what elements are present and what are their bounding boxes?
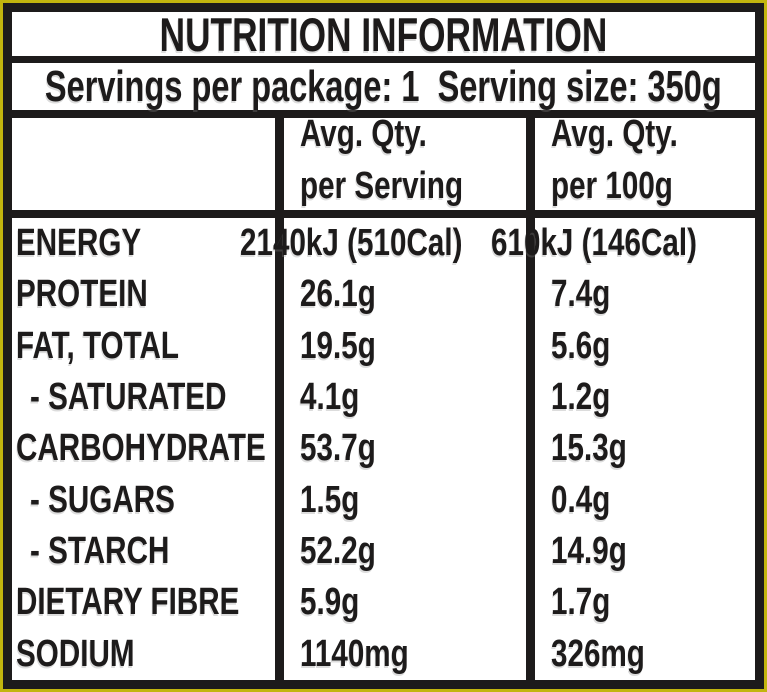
value-per-100g: 7.4g [535, 269, 755, 320]
nutrient-name: - SUGARS [12, 475, 284, 526]
header-per-serving: Avg. Qty. per Serving [284, 113, 535, 210]
nutrient-name-text: - SATURATED [30, 376, 227, 419]
value-per-100g: 5.6g [535, 321, 755, 372]
table-row: - SUGARS 1.5g 0.4g [12, 475, 755, 526]
header-nutrient-column [12, 118, 284, 210]
value-per-serving: 52.2g [284, 526, 535, 577]
value-per-100g-text: 0.4g [551, 478, 611, 521]
nutrient-name: ENERGY [12, 218, 224, 269]
value-per-100g: 326mg [535, 629, 755, 680]
value-per-serving: 2140kJ (510Cal) [224, 218, 475, 269]
value-per-100g: 1.7g [535, 577, 755, 628]
table-row: DIETARY FIBRE 5.9g 1.7g [12, 577, 755, 628]
servings-info-text: Servings per package: 1 Serving size: 35… [45, 61, 722, 111]
value-per-serving: 1.5g [284, 475, 535, 526]
divider [12, 56, 755, 63]
value-per-serving: 26.1g [284, 269, 535, 320]
nutrient-name: CARBOHYDRATE [12, 423, 284, 474]
table-row: PROTEIN 26.1g 7.4g [12, 269, 755, 320]
value-per-serving-text: 4.1g [300, 376, 360, 419]
value-per-serving-text: 5.9g [300, 581, 360, 624]
header-per-100g-line2: per 100g [551, 165, 673, 207]
panel-title-text: NUTRITION INFORMATION [159, 7, 608, 61]
value-per-serving-text: 52.2g [300, 530, 376, 573]
servings-info: Servings per package: 1 Serving size: 35… [12, 61, 755, 111]
table-header: Avg. Qty. per Serving Avg. Qty. per 100g [12, 113, 755, 218]
value-per-100g: 610kJ (146Cal) [475, 218, 755, 269]
nutrition-table: Avg. Qty. per Serving Avg. Qty. per 100g… [12, 113, 755, 680]
header-per-100g-line1: Avg. Qty. [551, 113, 678, 155]
value-per-100g-text: 7.4g [551, 273, 611, 316]
column-divider [526, 118, 535, 680]
value-per-serving-text: 1140mg [300, 632, 409, 675]
value-per-100g-text: 610kJ (146Cal) [490, 222, 697, 265]
nutrient-name-text: FAT, TOTAL [16, 324, 180, 367]
value-per-serving-text: 26.1g [300, 273, 376, 316]
panel-title: NUTRITION INFORMATION [12, 8, 755, 61]
nutrient-name: SODIUM [12, 629, 284, 680]
nutrient-name-text: - STARCH [30, 530, 170, 573]
value-per-serving: 4.1g [284, 372, 535, 423]
value-per-100g-text: 5.6g [551, 324, 611, 367]
value-per-100g-text: 1.7g [551, 581, 611, 624]
value-per-serving: 53.7g [284, 423, 535, 474]
nutrient-name: - STARCH [12, 526, 284, 577]
table-row: SODIUM 1140mg 326mg [12, 629, 755, 680]
value-per-100g: 14.9g [535, 526, 755, 577]
value-per-100g-text: 326mg [551, 632, 645, 675]
nutrient-name: PROTEIN [12, 269, 284, 320]
nutrient-name-text: DIETARY FIBRE [16, 581, 240, 624]
nutrient-name-text: SODIUM [16, 632, 135, 675]
nutrient-name-text: - SUGARS [30, 478, 175, 521]
value-per-100g: 15.3g [535, 423, 755, 474]
value-per-serving-text: 2140kJ (510Cal) [239, 222, 463, 265]
header-per-100g: Avg. Qty. per 100g [535, 113, 755, 210]
nutrient-name-text: ENERGY [16, 222, 142, 265]
value-per-100g-text: 1.2g [551, 376, 611, 419]
table-body: ENERGY 2140kJ (510Cal) 610kJ (146Cal) PROTE… [12, 218, 755, 680]
table-row: FAT, TOTAL 19.5g 5.6g [12, 321, 755, 372]
table-row: CARBOHYDRATE 53.7g 15.3g [12, 423, 755, 474]
nutrient-name: - SATURATED [12, 372, 284, 423]
nutrient-name: DIETARY FIBRE [12, 577, 284, 628]
nutrient-name-text: CARBOHYDRATE [16, 427, 266, 470]
value-per-serving-text: 53.7g [300, 427, 376, 470]
value-per-serving: 5.9g [284, 577, 535, 628]
header-per-serving-line2: per Serving [300, 165, 464, 207]
nutrient-name-text: PROTEIN [16, 273, 148, 316]
table-row: - SATURATED 4.1g 1.2g [12, 372, 755, 423]
value-per-100g-text: 15.3g [551, 427, 627, 470]
table-row: - STARCH 52.2g 14.9g [12, 526, 755, 577]
header-per-serving-line1: Avg. Qty. [300, 113, 427, 155]
value-per-100g-text: 14.9g [551, 530, 627, 573]
nutrition-panel: NUTRITION INFORMATION Servings per packa… [3, 3, 764, 689]
value-per-serving-text: 19.5g [300, 324, 376, 367]
table-row: ENERGY 2140kJ (510Cal) 610kJ (146Cal) [12, 218, 755, 269]
column-divider [275, 118, 284, 680]
divider [12, 110, 755, 118]
value-per-100g: 0.4g [535, 475, 755, 526]
value-per-serving-text: 1.5g [300, 478, 360, 521]
nutrient-name: FAT, TOTAL [12, 321, 284, 372]
value-per-serving: 19.5g [284, 321, 535, 372]
value-per-100g: 1.2g [535, 372, 755, 423]
value-per-serving: 1140mg [284, 629, 535, 680]
